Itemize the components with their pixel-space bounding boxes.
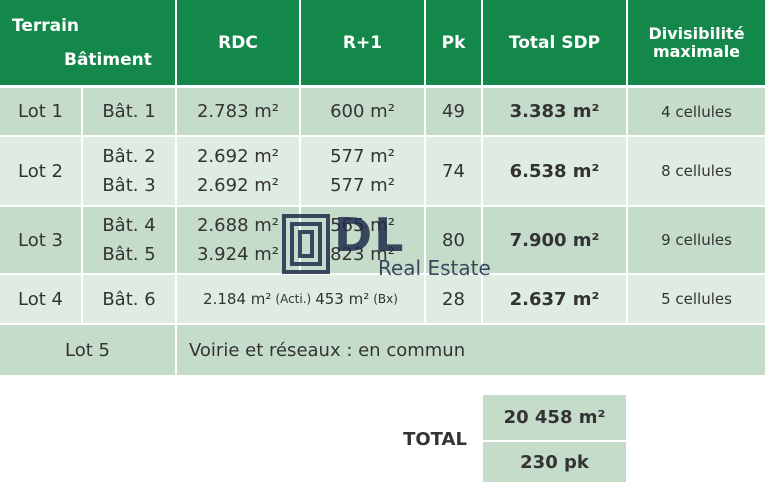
rdc-r1-cell: 2.184 m² (Acti.) 453 m² (Bx): [177, 275, 424, 323]
building-name: Bât. 5: [102, 244, 156, 265]
total-surface: 20 458 m²: [483, 395, 626, 440]
rdc-cell: 2.688 m² 3.924 m²: [177, 207, 299, 273]
r1-cell: 577 m² 577 m²: [301, 137, 424, 205]
total-label: TOTAL: [403, 428, 467, 450]
divisibility-cell: 4 cellules: [628, 88, 765, 135]
lot-cell: Lot 1: [0, 88, 81, 135]
pk-cell: 28: [426, 275, 481, 323]
building-cell: Bât. 2 Bât. 3: [83, 137, 175, 205]
rdc-note: (Acti.): [275, 292, 312, 306]
building-cell: Bât. 1: [83, 88, 175, 135]
rdc-value: 3.924 m²: [196, 244, 279, 265]
header-cell: R+1: [301, 0, 424, 85]
header-cell: Terrain Bâtiment: [0, 0, 175, 85]
header-cell: Pk: [426, 0, 481, 85]
divisibility-cell: 5 cellules: [628, 275, 765, 323]
r1-value: 823 m²: [330, 244, 395, 265]
r1-value: 565 m²: [330, 215, 395, 236]
pk-cell: 74: [426, 137, 481, 205]
r1-cell: 565 m² 823 m²: [301, 207, 424, 273]
building-cell: Bât. 6: [83, 275, 175, 323]
header-cell: Divisibilité maximale: [628, 0, 765, 85]
building-name: Bât. 3: [102, 175, 156, 197]
r1-value: 577 m²: [330, 175, 395, 197]
total-sdp-cell: 3.383 m²: [483, 88, 626, 135]
r1-value: 577 m²: [330, 145, 395, 167]
pk-cell: 80: [426, 207, 481, 273]
r1-note: (Bx): [373, 292, 398, 306]
total-sdp-cell: 6.538 m²: [483, 137, 626, 205]
rdc-value: 2.688 m²: [196, 215, 279, 236]
lot-cell: Lot 4: [0, 275, 81, 323]
total-sdp-cell: 7.900 m²: [483, 207, 626, 273]
lot-cell: Lot 5: [0, 325, 175, 375]
header-text: Terrain: [12, 16, 80, 36]
rdc-value: 2.692 m²: [196, 175, 279, 197]
rdc-cell: 2.692 m² 2.692 m²: [177, 137, 299, 205]
note-cell: Voirie et réseaux : en commun: [177, 325, 765, 375]
lot-cell: Lot 2: [0, 137, 81, 205]
header-cell: RDC: [177, 0, 299, 85]
building-name: Bât. 4: [102, 215, 156, 236]
header-cell: Total SDP: [483, 0, 626, 85]
r1-value: 453 m²: [315, 290, 370, 308]
pk-cell: 49: [426, 88, 481, 135]
building-name: Bât. 2: [102, 145, 156, 167]
rdc-cell: 2.783 m²: [177, 88, 299, 135]
rdc-value: 2.184 m²: [203, 290, 272, 308]
total-parking: 230 pk: [483, 442, 626, 482]
divisibility-cell: 8 cellules: [628, 137, 765, 205]
rdc-value: 2.692 m²: [196, 145, 279, 167]
r1-cell: 600 m²: [301, 88, 424, 135]
divisibility-cell: 9 cellules: [628, 207, 765, 273]
total-sdp-cell: 2.637 m²: [483, 275, 626, 323]
header-text: Bâtiment: [64, 50, 152, 70]
lot-cell: Lot 3: [0, 207, 81, 273]
building-cell: Bât. 4 Bât. 5: [83, 207, 175, 273]
